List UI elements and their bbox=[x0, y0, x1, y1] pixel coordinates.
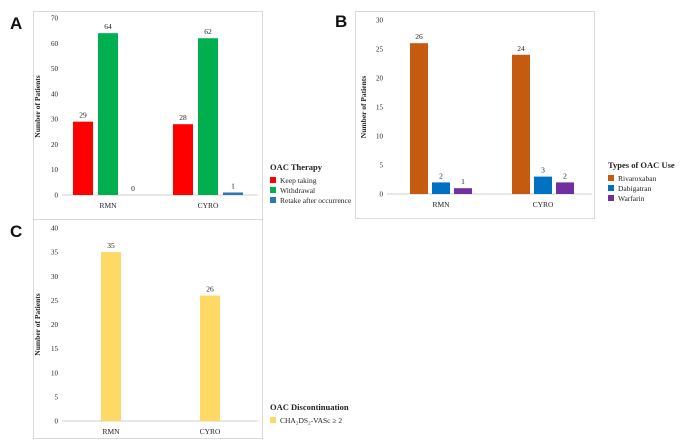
y-tick-label: 20 bbox=[51, 141, 59, 149]
legend-label: Rivaroxaban bbox=[618, 173, 657, 183]
legend-item-chads-vasc: CHA₂DS₂-VASc ≥ 2 bbox=[270, 415, 349, 425]
data-label: 64 bbox=[104, 22, 112, 31]
chart-c-legend-title: OAC Discontinuation bbox=[270, 402, 349, 412]
bar bbox=[198, 38, 218, 195]
y-tick-label: 30 bbox=[376, 17, 384, 25]
chart-c-legend: OAC Discontinuation CHA₂DS₂-VASc ≥ 2 bbox=[270, 402, 349, 425]
data-label: 29 bbox=[79, 111, 87, 120]
data-label: 3 bbox=[541, 166, 545, 175]
bar bbox=[173, 124, 193, 195]
y-tick-label: 10 bbox=[51, 369, 59, 377]
legend-swatch bbox=[608, 175, 614, 181]
bar bbox=[223, 192, 243, 195]
y-tick-label: 25 bbox=[376, 46, 384, 54]
legend-swatch bbox=[608, 195, 614, 201]
bar bbox=[454, 188, 472, 194]
bar bbox=[73, 121, 93, 195]
data-label: 62 bbox=[204, 27, 212, 36]
legend-item-withdrawal: Withdrawal bbox=[270, 185, 351, 195]
x-tick-label: CYRO bbox=[533, 200, 554, 209]
y-tick-label: 60 bbox=[51, 40, 59, 48]
data-label: 35 bbox=[107, 241, 115, 250]
data-label: 1 bbox=[461, 177, 465, 186]
y-tick-label: 40 bbox=[51, 90, 59, 98]
data-label: 1 bbox=[231, 181, 235, 190]
legend-item-retake: Retake after occurrence bbox=[270, 195, 351, 205]
y-tick-label: 70 bbox=[51, 15, 59, 23]
bar bbox=[534, 176, 552, 194]
legend-item-rivaroxaban: Rivaroxaban bbox=[608, 173, 675, 183]
y-axis-title: Number of Patients bbox=[359, 76, 368, 138]
bar bbox=[200, 295, 220, 421]
x-tick-label: RMN bbox=[432, 200, 450, 209]
chart-a-legend-title: OAC Therapy bbox=[270, 162, 323, 172]
legend-label: Dabigatran bbox=[618, 183, 652, 193]
bar bbox=[410, 43, 428, 195]
data-label: 2 bbox=[563, 171, 567, 180]
y-tick-label: 30 bbox=[51, 116, 59, 124]
bar bbox=[98, 33, 118, 195]
y-tick-label: 0 bbox=[55, 418, 59, 426]
legend-swatch bbox=[270, 187, 276, 193]
y-tick-label: 15 bbox=[51, 345, 59, 353]
y-tick-label: 40 bbox=[51, 225, 59, 233]
panel-a-letter: A bbox=[10, 14, 23, 33]
y-tick-label: 50 bbox=[51, 65, 59, 73]
y-tick-label: 0 bbox=[380, 191, 384, 199]
y-tick-label: 10 bbox=[51, 166, 59, 174]
x-tick-label: CYRO bbox=[200, 427, 221, 436]
data-label: 24 bbox=[517, 44, 525, 53]
chart-b-frame bbox=[355, 11, 595, 219]
y-tick-label: 20 bbox=[376, 75, 384, 83]
legend-swatch bbox=[270, 417, 276, 423]
legend-item-dabigatran: Dabigatran bbox=[608, 183, 675, 193]
chart-c-frame bbox=[33, 219, 263, 439]
legend-label: Keep taking bbox=[280, 175, 317, 185]
data-label: 26 bbox=[415, 32, 423, 41]
x-tick-label: RMN bbox=[99, 201, 117, 210]
y-tick-label: 10 bbox=[376, 133, 384, 141]
bar bbox=[556, 182, 574, 194]
data-label: 26 bbox=[206, 285, 214, 294]
y-axis-title: Number of Patients bbox=[33, 75, 42, 137]
bar bbox=[512, 54, 530, 194]
data-label: 2 bbox=[439, 171, 443, 180]
chart-b-legend: Types of OAC Use Rivaroxaban Dabigatran … bbox=[608, 160, 675, 203]
panel-b-letter: B bbox=[335, 12, 348, 31]
x-tick-label: CYRO bbox=[198, 201, 219, 210]
legend-label: Withdrawal bbox=[280, 185, 316, 195]
y-tick-label: 5 bbox=[380, 162, 384, 170]
data-label: 0 bbox=[131, 184, 135, 193]
legend-item-keep-taking: Keep taking bbox=[270, 175, 351, 185]
legend-item-warfarin: Warfarin bbox=[608, 193, 675, 203]
legend-swatch bbox=[270, 197, 276, 203]
legend-swatch bbox=[270, 177, 276, 183]
y-tick-label: 5 bbox=[55, 393, 59, 401]
y-axis-title: Number of Patients bbox=[33, 293, 42, 355]
legend-swatch bbox=[608, 185, 614, 191]
panel-c-letter: C bbox=[10, 222, 23, 241]
bar bbox=[432, 182, 450, 194]
legend-label: Retake after occurrence bbox=[280, 195, 352, 205]
y-tick-label: 15 bbox=[376, 104, 384, 112]
y-tick-label: 0 bbox=[55, 192, 59, 200]
legend-label: CHA₂DS₂-VASc ≥ 2 bbox=[280, 415, 343, 425]
y-tick-label: 25 bbox=[51, 297, 59, 305]
y-tick-label: 30 bbox=[51, 273, 59, 281]
data-label: 28 bbox=[179, 113, 187, 122]
y-tick-label: 35 bbox=[51, 249, 59, 257]
chart-a-legend: OAC Therapy Keep taking Withdrawal Retak… bbox=[270, 162, 351, 205]
legend-label: Warfarin bbox=[618, 193, 645, 203]
y-tick-label: 20 bbox=[51, 321, 59, 329]
chart-a-frame bbox=[33, 11, 263, 220]
bar bbox=[101, 252, 121, 421]
chart-b-legend-title: Types of OAC Use bbox=[608, 160, 675, 170]
x-tick-label: RMN bbox=[102, 427, 120, 436]
